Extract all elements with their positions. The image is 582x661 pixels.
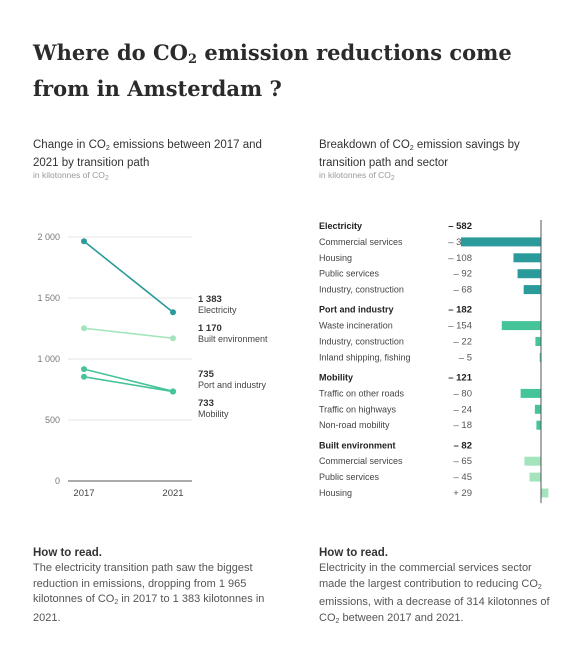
sector-value: – 68 (454, 285, 473, 296)
sector-value: + 29 (453, 488, 472, 499)
group-total: – 82 (454, 440, 473, 451)
series-line-mobility (83, 376, 174, 393)
bar (529, 472, 541, 482)
sector-value: – 24 (454, 404, 473, 415)
left-chart-title: Change in CO2 emissions between 2017 and… (33, 139, 262, 169)
bar (520, 388, 541, 398)
y-tick-label: 500 (45, 415, 60, 425)
note-left-text: The electricity transition path saw the … (33, 562, 265, 624)
sector-value: – 108 (448, 253, 472, 264)
end-value-label: 1 170 (198, 323, 222, 334)
bar-chart: Electricity – 582 Commercial services – 314… (319, 220, 549, 504)
sector-label: Inland shipping, fishing (319, 352, 411, 362)
series-name-label: Port and industry (198, 380, 267, 390)
data-point-mobility-2021 (170, 388, 176, 395)
sector-label: Public services (319, 269, 380, 279)
bar (517, 269, 541, 279)
sector-value: – 22 (454, 337, 473, 348)
note-left-heading: How to read. (33, 547, 103, 559)
group-label: Mobility (319, 373, 353, 383)
end-value-label: 1 383 (198, 294, 222, 305)
sector-value: – 92 (454, 269, 473, 280)
sector-value: – 5 (459, 352, 472, 363)
right-chart-title: Breakdown of CO2 emission savings by tra… (319, 139, 520, 169)
sector-label: Waste incineration (319, 321, 393, 331)
x-tick-label: 2021 (162, 488, 183, 499)
sector-label: Housing (319, 488, 352, 498)
sector-value: – 80 (454, 388, 473, 399)
series-line-built-environment (83, 327, 174, 340)
data-point-port-and-industry-2017 (81, 366, 87, 373)
group-label: Port and industry (319, 305, 394, 315)
data-point-electricity-2021 (170, 309, 176, 316)
data-point-built-environment-2021 (170, 335, 176, 342)
group-label: Built environment (319, 440, 396, 450)
line-chart: 2 000 1 500 1 000 500 0 2017 2021 1 383Electric… (37, 232, 268, 499)
sector-label: Public services (319, 472, 380, 482)
bar (541, 488, 549, 498)
bar (524, 456, 541, 466)
end-value-label: 735 (198, 369, 215, 380)
group-total: – 121 (448, 373, 472, 384)
bar (535, 337, 541, 346)
y-tick-label: 0 (55, 476, 60, 486)
sector-label: Traffic on highways (319, 404, 397, 414)
data-point-built-environment-2017 (81, 325, 87, 332)
bar (461, 237, 541, 247)
bar (536, 420, 541, 430)
note-right-text: Electricity in the commercial services s… (319, 562, 550, 625)
bar (501, 321, 541, 331)
bar (534, 404, 541, 414)
series-name-label: Mobility (198, 409, 229, 419)
group-label: Electricity (319, 221, 362, 231)
group-total: – 182 (448, 305, 472, 316)
end-value-label: 733 (198, 398, 214, 409)
sector-label: Traffic on other roads (319, 388, 405, 398)
y-tick-label: 1 500 (37, 293, 60, 303)
bar (539, 352, 541, 362)
note-right-heading: How to read. (319, 547, 389, 559)
bar (513, 253, 541, 263)
sector-label: Commercial services (319, 237, 403, 247)
sector-label: Housing (319, 253, 352, 263)
right-chart-unit: in kilotonnes of CO2 (319, 170, 395, 182)
page-title: Where do CO2 emission reductions come fr… (33, 40, 512, 101)
sector-value: – 18 (454, 420, 473, 431)
sector-label: Industry, construction (319, 285, 404, 295)
y-tick-label: 2 000 (37, 232, 60, 242)
group-total: – 582 (448, 221, 472, 232)
data-point-electricity-2017 (81, 238, 87, 245)
series-line-port-and-industry (83, 368, 174, 393)
series-name-label: Electricity (198, 305, 237, 315)
left-chart-unit: in kilotonnes of CO2 (33, 170, 109, 182)
data-point-mobility-2017 (81, 373, 87, 380)
bar (523, 285, 541, 295)
sector-value: – 45 (454, 472, 473, 483)
sector-value: – 154 (448, 321, 472, 332)
sector-value: – 65 (454, 456, 473, 467)
sector-label: Industry, construction (319, 337, 404, 347)
series-name-label: Built environment (198, 334, 268, 344)
y-tick-label: 1 000 (37, 354, 60, 364)
x-tick-label: 2017 (73, 488, 94, 499)
series-line-electricity (83, 240, 174, 313)
sector-value: – 314 (448, 237, 472, 248)
sector-label: Non-road mobility (319, 420, 390, 430)
sector-label: Commercial services (319, 456, 403, 466)
